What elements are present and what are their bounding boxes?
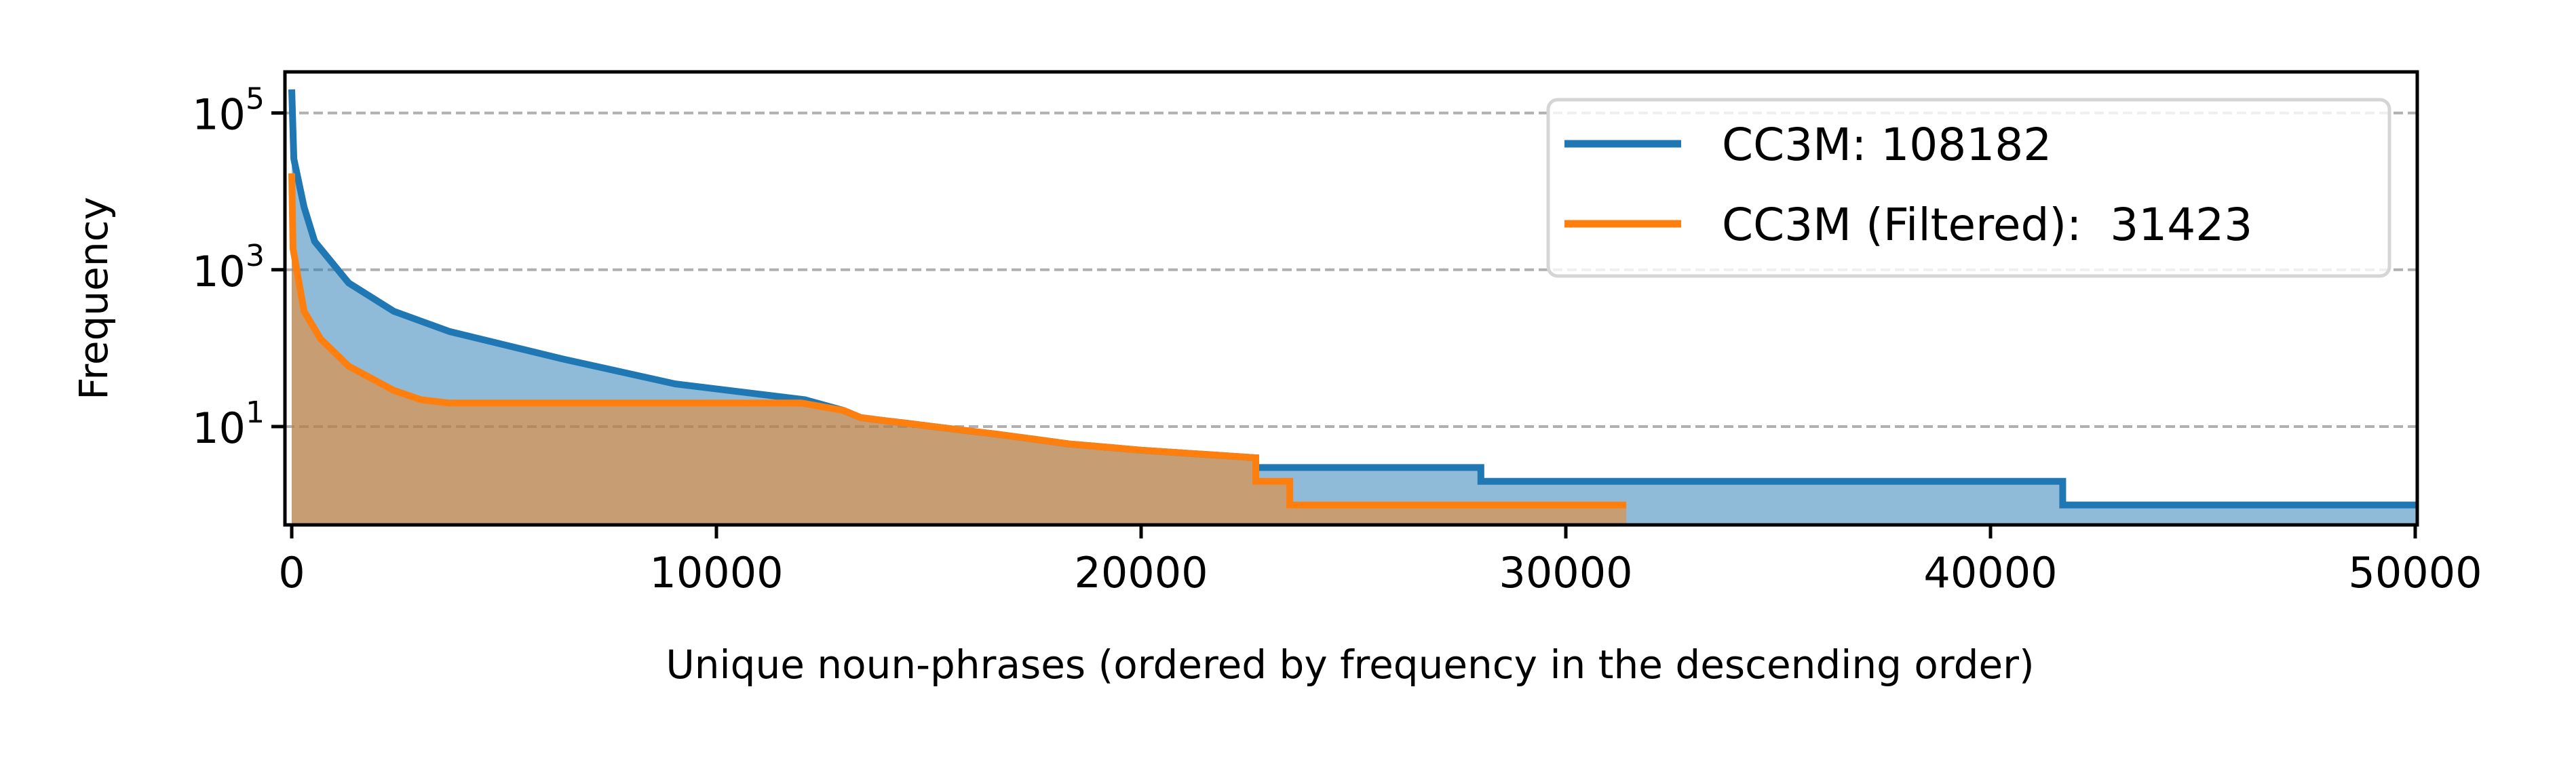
area-fill-1 (292, 173, 1627, 525)
legend-label-cc3m-filtered: CC3M (Filtered): 31423 (1722, 199, 2252, 251)
legend: CC3M: 108182 CC3M (Filtered): 31423 (1546, 98, 2391, 278)
series-line-1 (288, 173, 1627, 509)
legend-box (1546, 98, 2391, 278)
x-axis-label: Unique noun-phrases (ordered by frequenc… (666, 642, 2034, 688)
y-axis-label: Frequency (71, 197, 117, 400)
x-axis: 0 10000 20000 30000 40000 50000 (278, 525, 2482, 597)
legend-label-cc3m: CC3M: 108182 (1722, 119, 2052, 171)
x-tick-label: 10000 (649, 548, 783, 597)
x-tick-label: 40000 (1923, 548, 2057, 597)
y-axis: 101 103 105 (192, 82, 285, 453)
x-tick-label: 0 (278, 548, 305, 597)
series-lines (288, 89, 2417, 509)
x-tick-label: 30000 (1499, 548, 1632, 597)
plot-frame (283, 70, 2419, 527)
y-tick-label: 103 (192, 239, 265, 296)
x-tick-label: 20000 (1074, 548, 1208, 597)
x-tick-label: 50000 (2348, 548, 2482, 597)
y-tick-label: 101 (192, 395, 265, 453)
area-fills (292, 89, 2417, 525)
y-tick-label: 105 (192, 82, 265, 140)
